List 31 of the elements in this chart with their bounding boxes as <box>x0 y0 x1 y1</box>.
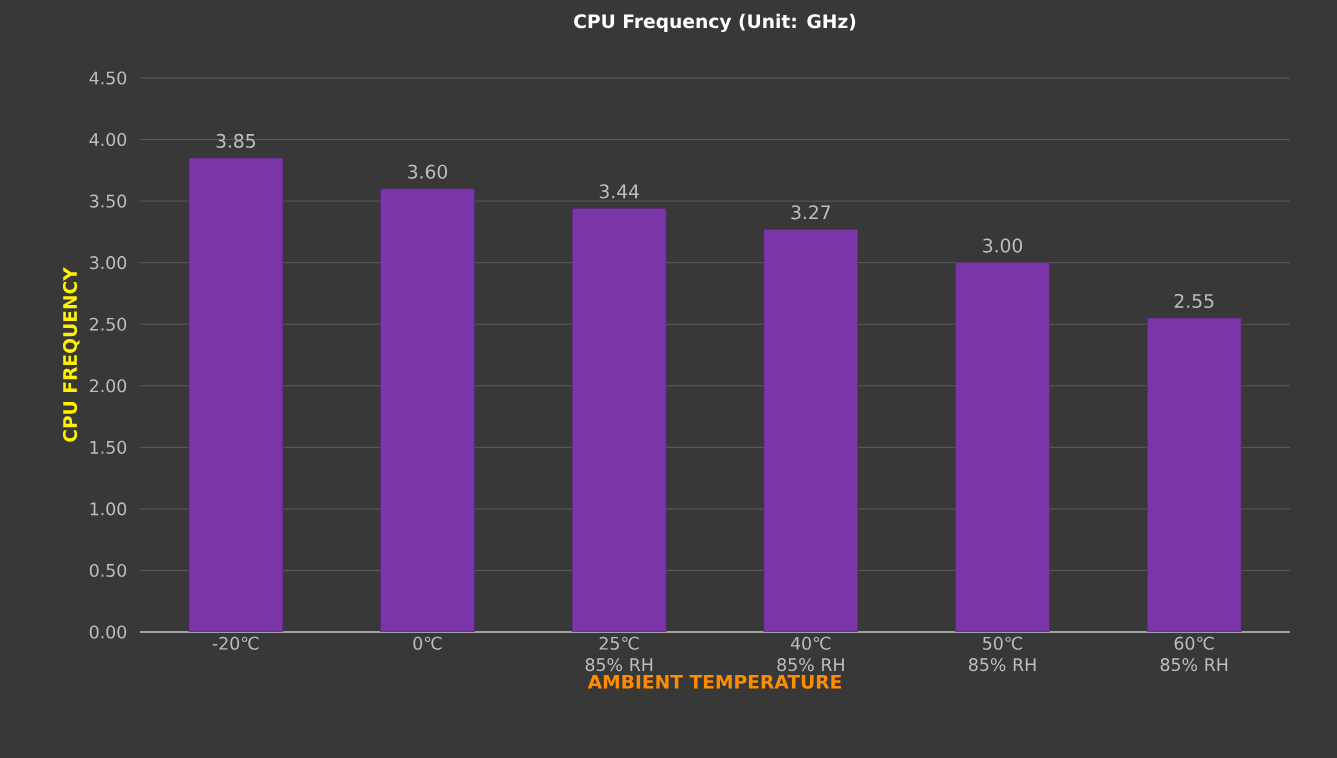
bar <box>380 188 475 632</box>
data-label: 3.44 <box>599 184 639 199</box>
y-tick-label: 2.50 <box>89 317 127 331</box>
x-tick-label: -20℃ <box>212 636 259 650</box>
data-label: 3.85 <box>216 133 255 148</box>
y-tick-label: 2.00 <box>89 379 127 393</box>
y-tick-label: 3.50 <box>90 194 127 208</box>
y-axis-title: CPU FREQUENCY <box>62 267 80 442</box>
data-label: 3.60 <box>408 164 448 179</box>
chart-title: CPU Frequency (Unit: GHz) <box>574 13 856 33</box>
y-tick-label: 1.00 <box>90 502 127 516</box>
x-tick-label: 50℃ 85% RH <box>968 636 1036 672</box>
bar <box>955 262 1050 632</box>
data-label: 3.00 <box>983 238 1023 253</box>
x-tick-label: 25℃ 85% RH <box>585 636 653 672</box>
y-tick-label: 4.00 <box>89 133 127 147</box>
bar <box>188 157 284 632</box>
bar <box>763 229 859 632</box>
data-label: 2.55 <box>1174 293 1214 309</box>
y-tick-label: 4.50 <box>89 71 127 85</box>
y-tick-label: 3.00 <box>90 256 127 270</box>
y-tick-label: 0.00 <box>89 625 127 639</box>
x-tick-label: 60℃ 85% RH <box>1160 636 1228 672</box>
x-tick-label: 0℃ <box>413 636 442 650</box>
bar <box>1146 317 1242 632</box>
data-label: 3.27 <box>791 205 831 220</box>
y-tick-label: 1.50 <box>90 440 127 454</box>
x-axis-title: AMBIENT TEMPERATURE <box>587 674 841 689</box>
y-tick-label: 0.50 <box>89 563 127 577</box>
x-tick-label: 40℃ 85% RH <box>777 636 844 672</box>
bar <box>571 208 667 632</box>
